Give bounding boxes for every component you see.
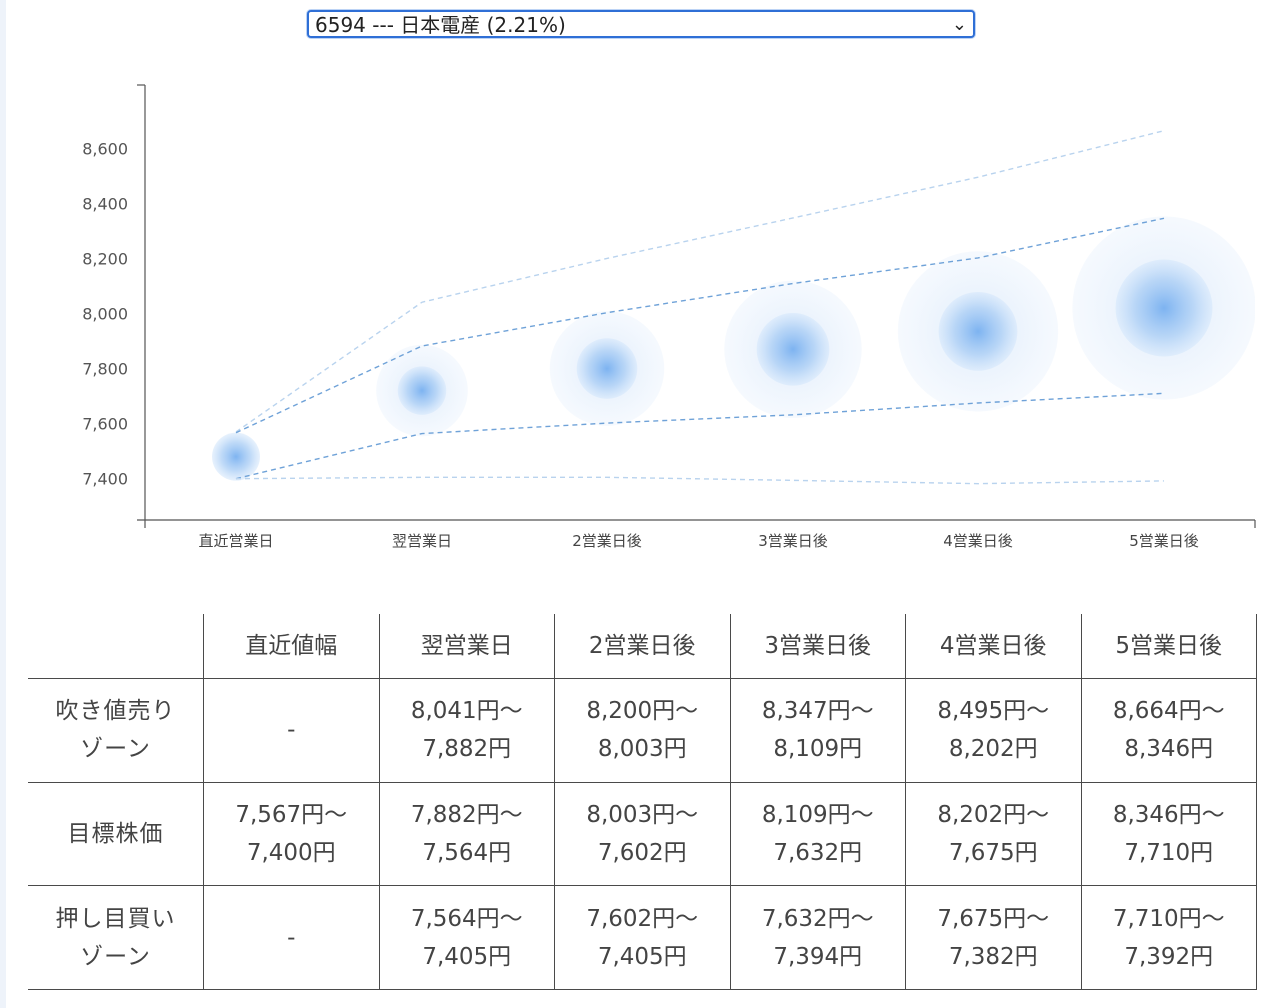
price-range-cell: 8,200円〜 8,003円 — [554, 678, 731, 783]
stock-selector[interactable]: 6594 --- 日本電産 (2.21%) ⌄ — [307, 10, 975, 38]
target-range-bubble — [576, 338, 638, 399]
price-range-cell: 7,567円〜 7,400円 — [203, 782, 380, 887]
table-header-cell: 5営業日後 — [1081, 614, 1257, 679]
target-range-bubble — [1115, 259, 1213, 357]
price-range-cell: 8,109円〜 7,632円 — [730, 782, 906, 887]
y-tick-label: 8,600 — [82, 139, 128, 158]
row-label: 吹き値売り ゾーン — [28, 678, 204, 783]
price-range-cell: 8,495円〜 8,202円 — [905, 678, 1082, 783]
table-header-cell: 直近値幅 — [203, 614, 380, 679]
y-tick-label: 7,600 — [82, 415, 128, 434]
target-range-bubble — [938, 292, 1018, 371]
y-tick-label: 8,000 — [82, 305, 128, 324]
price-range-cell: - — [203, 678, 380, 783]
price-range-cell: 7,675円〜 7,382円 — [905, 885, 1082, 990]
row-label: 押し目買い ゾーン — [28, 885, 204, 990]
table-row: 目標株価 7,567円〜 7,400円 7,882円〜 7,564円 8,003円〜 7,6… — [28, 782, 1257, 887]
table-row: 吹き値売り ゾーン -8,041円〜 7,882円 8,200円〜 8,003円 8,347… — [28, 678, 1257, 783]
page-left-strip — [0, 0, 6, 1008]
table-row: 押し目買い ゾーン -7,564円〜 7,405円 7,602円〜 7,405円 7,632… — [28, 885, 1257, 990]
price-range-cell: 7,564円〜 7,405円 — [379, 885, 555, 990]
x-category-label: 翌営業日 — [392, 532, 452, 550]
y-tick-label: 8,200 — [82, 249, 128, 268]
stock-selector-value: 6594 --- 日本電産 (2.21%) — [315, 13, 566, 37]
price-range-cell: 8,041円〜 7,882円 — [379, 678, 555, 783]
table-header-cell: 3営業日後 — [730, 614, 906, 679]
table-header-row: 直近値幅 翌営業日 2営業日後 3営業日後 4営業日後 5営業日後 — [28, 614, 1257, 679]
upper-outer-line — [235, 130, 1165, 433]
table-corner-cell — [28, 614, 204, 679]
y-tick-label: 7,800 — [82, 360, 128, 379]
y-tick-label: 7,400 — [82, 470, 128, 489]
lower-inner-line — [235, 392, 1165, 480]
bubble-group — [212, 216, 1255, 481]
target-range-bubble — [756, 312, 830, 386]
price-range-cell: - — [203, 885, 380, 990]
upper-inner-line — [235, 217, 1165, 434]
price-range-cell: 7,882円〜 7,564円 — [379, 782, 555, 887]
target-range-bubble — [397, 366, 447, 415]
x-category-label: 5営業日後 — [1129, 532, 1199, 550]
price-range-cell: 8,346円〜 7,710円 — [1081, 782, 1257, 887]
price-range-cell: 8,003円〜 7,602円 — [554, 782, 731, 887]
x-category-label: 2営業日後 — [572, 532, 642, 550]
price-range-cell: 8,202円〜 7,675円 — [905, 782, 1082, 887]
x-category-label: 3営業日後 — [758, 532, 828, 550]
price-range-cell: 7,602円〜 7,405円 — [554, 885, 731, 990]
table-header-cell: 2営業日後 — [554, 614, 731, 679]
price-range-cell: 8,664円〜 8,346円 — [1081, 678, 1257, 783]
lower-outer-line — [235, 476, 1165, 485]
row-label: 目標株価 — [28, 782, 204, 887]
x-category-label: 直近営業日 — [198, 532, 273, 550]
y-tick-label: 8,400 — [82, 194, 128, 213]
price-range-cell: 7,710円〜 7,392円 — [1081, 885, 1257, 990]
chevron-down-icon: ⌄ — [951, 14, 967, 35]
price-zone-table: 直近値幅 翌営業日 2営業日後 3営業日後 4営業日後 5営業日後 吹き値売り ゾーン -8,0… — [28, 614, 1257, 990]
target-range-bubble — [212, 432, 260, 481]
table-header-cell: 翌営業日 — [379, 614, 555, 679]
x-category-label: 4営業日後 — [943, 532, 1013, 550]
price-range-cell: 7,632円〜 7,394円 — [730, 885, 906, 990]
price-forecast-chart: 7,400 7,600 7,800 8,000 8,200 8,400 8,600 直近営業日… — [82, 84, 1256, 550]
price-range-cell: 8,347円〜 8,109円 — [730, 678, 906, 783]
table-header-cell: 4営業日後 — [905, 614, 1082, 679]
